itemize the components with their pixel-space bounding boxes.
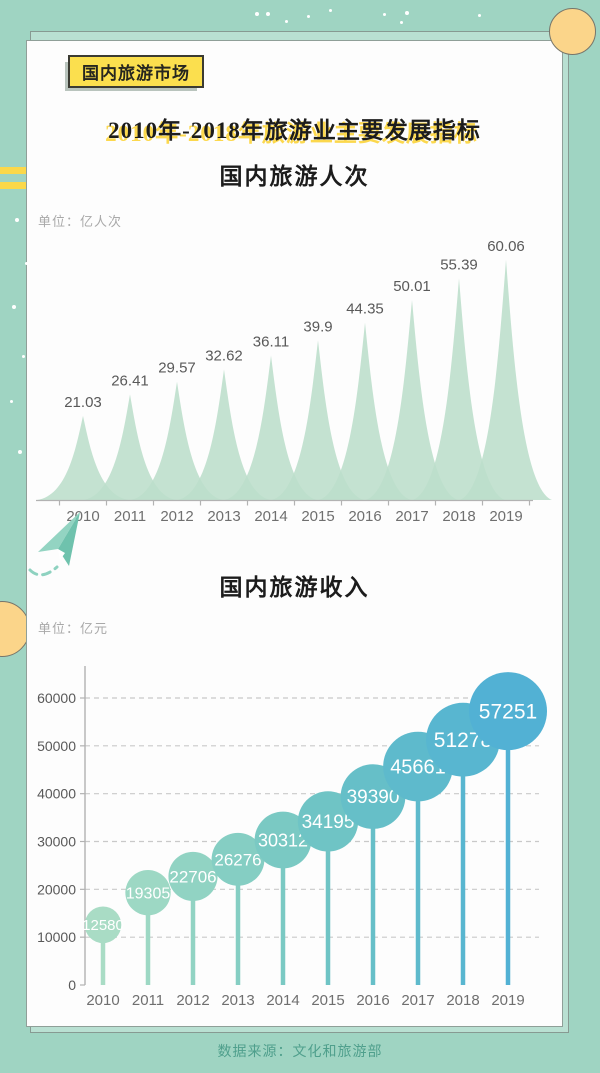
svg-text:2016: 2016: [348, 508, 381, 525]
revenue-lollipop-chart: 0 10000 20000 30000 40000 50000 60000 12580 2010…: [37, 666, 548, 1009]
svg-text:45661: 45661: [390, 757, 446, 779]
svg-text:2011: 2011: [132, 992, 164, 1009]
category-badge: 国内旅游市场: [68, 55, 204, 88]
svg-text:0: 0: [68, 977, 76, 993]
decor-dot: [266, 12, 270, 16]
content-card: 国内旅游市场 2010年-2018年旅游业主要发展指标 国内旅游人次 单位：亿人…: [26, 40, 563, 1027]
svg-text:2013: 2013: [221, 992, 254, 1009]
svg-text:2016: 2016: [356, 992, 389, 1009]
decor-dot: [478, 14, 481, 17]
page-title: 2010年-2018年旅游业主要发展指标: [108, 118, 481, 143]
svg-text:34195: 34195: [302, 812, 355, 833]
data-source-note: 数据来源：文化和旅游部: [217, 1043, 383, 1059]
svg-text:2010: 2010: [86, 992, 119, 1009]
paper-plane-icon: [28, 512, 80, 577]
svg-text:2014: 2014: [254, 508, 287, 525]
svg-text:21.03: 21.03: [64, 394, 102, 411]
decor-dot: [22, 355, 25, 358]
trips-spike-chart: 21.03201026.41201129.57201232.62201336.1…: [36, 238, 552, 525]
svg-text:2019: 2019: [489, 508, 522, 525]
svg-text:2011: 2011: [114, 508, 146, 525]
decor-dot: [25, 262, 28, 265]
svg-text:2017: 2017: [401, 992, 434, 1009]
decor-dot: [18, 450, 22, 454]
decor-dot: [10, 400, 13, 403]
svg-text:39390: 39390: [347, 787, 400, 808]
revenue-unit-label: 单位：亿元: [38, 621, 109, 636]
svg-text:26276: 26276: [214, 850, 261, 869]
decor-dot: [329, 9, 332, 12]
svg-text:40000: 40000: [37, 786, 76, 802]
decor-dot: [307, 15, 310, 18]
svg-text:39.9: 39.9: [303, 318, 332, 335]
svg-text:22706: 22706: [169, 867, 216, 886]
svg-text:19305: 19305: [126, 885, 171, 902]
decor-dot: [255, 12, 259, 16]
svg-text:50000: 50000: [37, 738, 76, 754]
svg-text:50.01: 50.01: [393, 278, 431, 295]
svg-text:57251: 57251: [479, 700, 537, 723]
revenue-chart-title: 国内旅游收入: [219, 575, 370, 600]
left-yellow-stripe: [0, 182, 27, 189]
svg-text:2012: 2012: [160, 508, 193, 525]
svg-text:2015: 2015: [301, 508, 334, 525]
decor-dot: [12, 305, 16, 309]
yellow-circle-top-right: [549, 8, 596, 55]
svg-text:60000: 60000: [37, 690, 76, 706]
category-badge-label: 国内旅游市场: [82, 64, 190, 83]
svg-text:2012: 2012: [176, 992, 209, 1009]
svg-text:55.39: 55.39: [440, 256, 478, 273]
decor-dot: [285, 20, 288, 23]
svg-text:2014: 2014: [266, 992, 299, 1009]
svg-text:2018: 2018: [442, 508, 475, 525]
decor-dot: [383, 13, 386, 16]
svg-text:2013: 2013: [207, 508, 240, 525]
svg-text:30000: 30000: [37, 834, 76, 850]
svg-text:30312: 30312: [258, 830, 308, 850]
svg-text:60.06: 60.06: [487, 238, 525, 255]
svg-text:32.62: 32.62: [205, 348, 243, 365]
trips-unit-label: 单位：亿人次: [38, 214, 123, 229]
svg-text:2015: 2015: [311, 992, 344, 1009]
svg-text:29.57: 29.57: [158, 360, 196, 377]
svg-text:36.11: 36.11: [253, 334, 289, 351]
svg-text:2017: 2017: [395, 508, 428, 525]
svg-text:2018: 2018: [446, 992, 479, 1009]
decor-dot: [15, 218, 19, 222]
svg-text:12580: 12580: [82, 917, 124, 934]
svg-text:2019: 2019: [491, 992, 524, 1009]
svg-text:26.41: 26.41: [111, 372, 149, 389]
svg-text:20000: 20000: [37, 881, 76, 897]
trips-chart-title: 国内旅游人次: [219, 164, 370, 189]
svg-text:44.35: 44.35: [346, 301, 384, 318]
decor-dot: [405, 11, 409, 15]
left-yellow-stripe: [0, 167, 27, 174]
decor-dot: [400, 21, 403, 24]
svg-text:10000: 10000: [37, 929, 76, 945]
